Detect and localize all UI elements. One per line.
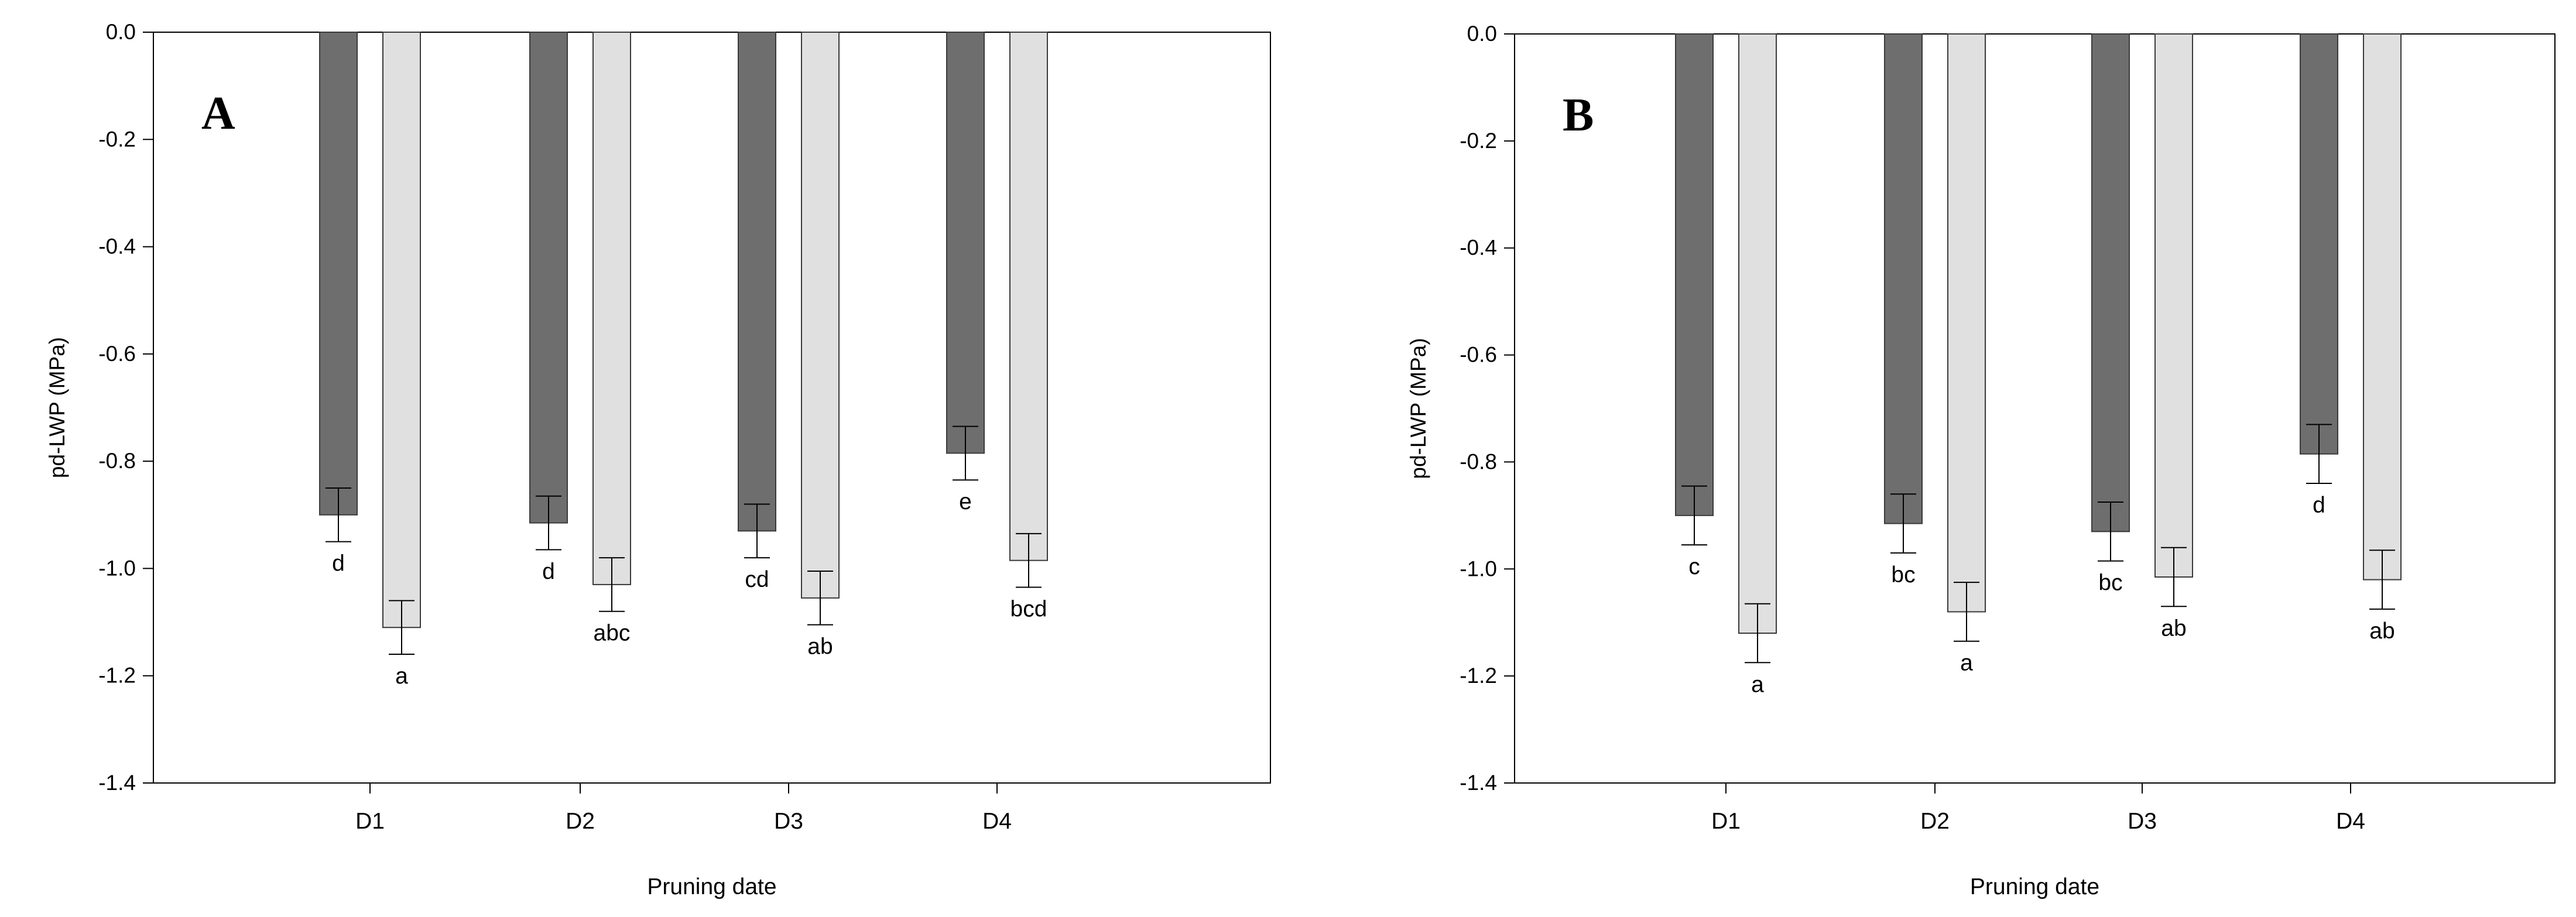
- x-tick-label: D1: [355, 809, 385, 834]
- bar: [2154, 33, 2193, 578]
- significance-letter: bc: [1891, 562, 1915, 588]
- x-tick-label: D3: [2128, 809, 2157, 834]
- significance-letter: e: [959, 489, 972, 514]
- bar: [2363, 33, 2402, 581]
- y-tick-label: -0.6: [98, 342, 136, 366]
- significance-letter: cd: [745, 567, 769, 592]
- y-tick-label: -1.4: [1460, 771, 1497, 795]
- y-tick-label: -1.2: [1460, 664, 1497, 688]
- bar: [382, 32, 421, 628]
- significance-letter: d: [332, 551, 345, 576]
- significance-letter: a: [395, 664, 408, 689]
- significance-letter: ab: [2369, 619, 2395, 644]
- y-tick-label: 0.0: [1467, 22, 1497, 46]
- x-tick-label: D1: [1711, 809, 1741, 834]
- x-tick-label: D4: [2336, 809, 2365, 834]
- bar: [2091, 33, 2130, 533]
- bar: [1009, 32, 1048, 561]
- plot-frame: [153, 32, 1271, 784]
- bar: [2300, 33, 2338, 455]
- bar: [738, 32, 776, 532]
- y-tick-label: -0.8: [1460, 449, 1497, 473]
- significance-letter: c: [1688, 554, 1700, 579]
- bar: [319, 32, 358, 516]
- y-axis-label: pd-LWP (MPa): [1406, 338, 1430, 479]
- y-tick-label: 0.0: [106, 20, 136, 44]
- x-tick-label: D4: [982, 809, 1012, 834]
- y-tick-label: -1.4: [98, 771, 136, 795]
- bar: [946, 32, 985, 454]
- significance-letter: d: [2313, 493, 2325, 518]
- x-tick-label: D2: [566, 809, 595, 834]
- bar: [529, 32, 568, 524]
- significance-letter: ab: [807, 634, 833, 660]
- x-axis-label: Pruning date: [647, 874, 776, 899]
- chart-panel-a: 0.0 -0.2 -0.4 -0.6 -0.8 -1.0 -1.2 -1.4 pd-LWP (M…: [45, 20, 1271, 899]
- y-tick-label: -0.4: [1460, 236, 1497, 260]
- significance-letter: a: [1751, 672, 1764, 697]
- panel-letter: A: [201, 88, 235, 139]
- significance-letter: d: [542, 559, 555, 584]
- y-axis-label: pd-LWP (MPa): [45, 337, 69, 478]
- bar: [1675, 33, 1714, 516]
- chart-panel-b: 0.0 -0.2 -0.4 -0.6 -0.8 -1.0 -1.2 -1.4 pd-LWP (M…: [1406, 22, 2556, 899]
- y-tick-label: -1.0: [1460, 557, 1497, 581]
- y-tick-label: -0.2: [1460, 129, 1497, 153]
- y-tick-label: -1.0: [98, 556, 136, 580]
- y-tick-label: -1.2: [98, 664, 136, 688]
- plot-frame: [1514, 33, 2556, 784]
- significance-letter: abc: [594, 621, 631, 646]
- significance-letter: bc: [2098, 571, 2122, 596]
- significance-letter: a: [1960, 651, 1973, 676]
- bar: [1947, 33, 1986, 613]
- y-tick-label: -0.2: [98, 127, 136, 151]
- significance-letter: bcd: [1010, 597, 1047, 622]
- significance-letter: ab: [2161, 616, 2186, 641]
- y-tick-label: -0.4: [98, 235, 136, 259]
- x-tick-label: D3: [774, 809, 803, 834]
- bar: [1884, 33, 1923, 524]
- panel-letter: B: [1563, 90, 1594, 141]
- bar: [592, 32, 631, 585]
- y-tick-label: -0.8: [98, 449, 136, 473]
- y-tick-label: -0.6: [1460, 343, 1497, 367]
- bar: [801, 32, 840, 599]
- x-axis-label: Pruning date: [1970, 874, 2099, 899]
- bar: [1738, 33, 1777, 634]
- x-tick-label: D2: [1920, 809, 1950, 834]
